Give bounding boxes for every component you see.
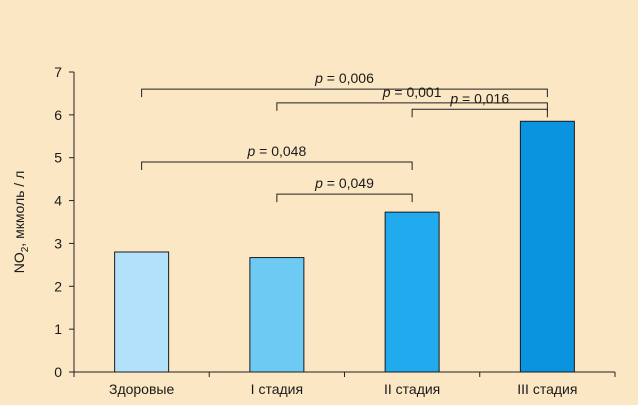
p-value-label: p = 0,001 (382, 84, 442, 100)
y-axis: 0 1 2 3 4 5 6 7 (54, 64, 74, 380)
p-symbol: p (314, 175, 323, 191)
bars (115, 121, 575, 372)
x-category-label: Здоровые (109, 381, 174, 397)
x-axis: Здоровые I стадия II стадия III стадия (74, 372, 615, 397)
bar (115, 252, 169, 372)
p-symbol: p (449, 90, 458, 106)
y-axis-label: NO2, мкмоль / л (11, 171, 31, 274)
y-tick-label: 1 (54, 321, 62, 337)
p-value-label: p = 0,048 (246, 143, 306, 159)
bar (520, 121, 574, 372)
y-axis-label-main: NO (11, 252, 27, 273)
p-value-label: p = 0,006 (314, 70, 374, 86)
y-tick-label: 4 (54, 193, 62, 209)
p-value: = 0,001 (391, 84, 442, 100)
y-axis-label-rest: , мкмоль / л (11, 171, 27, 247)
y-tick-label: 5 (54, 150, 62, 166)
y-tick-label: 0 (54, 364, 62, 380)
y-tick-label: 2 (54, 278, 62, 294)
significance-bracket (412, 109, 547, 117)
significance-bracket (277, 194, 412, 202)
y-tick-label: 3 (54, 235, 62, 251)
p-value: = 0,016 (458, 90, 509, 106)
significance-bracket (142, 162, 413, 170)
p-symbol: p (382, 84, 391, 100)
p-value-label: p = 0,016 (449, 90, 509, 106)
bar (250, 258, 304, 372)
p-value: = 0,048 (255, 143, 306, 159)
p-symbol: p (314, 70, 323, 86)
p-symbol: p (246, 143, 255, 159)
p-value-label: p = 0,049 (314, 175, 374, 191)
y-tick-label: 7 (54, 64, 62, 80)
p-value: = 0,006 (323, 70, 374, 86)
p-value: = 0,049 (323, 175, 374, 191)
x-category-label: II стадия (384, 381, 440, 397)
x-category-label: III стадия (517, 381, 577, 397)
bar (385, 212, 439, 372)
x-category-label: I стадия (251, 381, 303, 397)
y-tick-label: 6 (54, 107, 62, 123)
